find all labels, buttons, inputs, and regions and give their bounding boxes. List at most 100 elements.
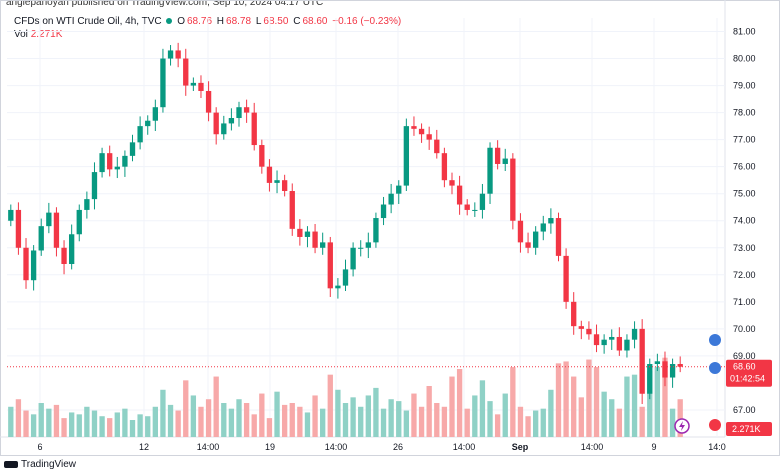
candle-body <box>669 364 676 378</box>
candle-body <box>312 231 318 248</box>
candle-body <box>213 112 219 135</box>
x-tick-label: 6 <box>37 442 42 452</box>
y-tick-label: 74.00 <box>733 216 756 226</box>
volume-bar <box>281 404 288 437</box>
candle-body <box>487 147 493 194</box>
candle-body <box>654 361 661 365</box>
volume-bar <box>449 376 455 437</box>
volume-bar <box>434 403 440 437</box>
low-value: 68.50 <box>263 16 289 27</box>
volume-bar <box>175 410 181 437</box>
us-flag-icon <box>709 362 721 374</box>
volume-bar <box>525 416 531 437</box>
candle-body <box>464 204 470 210</box>
x-tick-label: 14:00 <box>581 442 604 452</box>
candle-body <box>274 180 280 183</box>
candle-body <box>190 82 197 86</box>
volume-bar <box>373 387 379 437</box>
candle-body <box>114 166 120 170</box>
volume-bar <box>426 386 432 437</box>
candle-body <box>198 82 204 91</box>
candle-body <box>494 147 501 164</box>
volume-bar <box>8 406 14 437</box>
volume-bar <box>198 406 204 437</box>
y-tick-label: 71.00 <box>733 297 756 307</box>
candle-body <box>228 118 235 124</box>
volume-tag-label: 2.271K <box>732 424 761 434</box>
volume-bar <box>160 389 166 437</box>
volume-bar <box>487 401 493 437</box>
volume-bar <box>289 403 295 437</box>
candle-body <box>175 50 181 59</box>
candle-body <box>540 223 546 232</box>
volume-bar <box>441 406 448 437</box>
volume-value: 2.271K <box>30 29 63 40</box>
candle-body <box>15 209 22 248</box>
last-price-label: 68.60 <box>733 362 756 372</box>
candle-body <box>624 339 630 351</box>
volume-bar <box>107 418 113 437</box>
candle-body <box>335 285 341 289</box>
countdown-label: 01:42:54 <box>730 374 765 384</box>
volume-bar <box>122 408 128 437</box>
volume-bar <box>593 367 600 437</box>
y-tick-label: 67.00 <box>733 405 756 415</box>
volume-bar <box>61 418 67 437</box>
volume-bar <box>472 395 478 437</box>
candle-body <box>46 212 52 227</box>
volume-bar <box>91 410 98 437</box>
volume-bar <box>540 408 546 437</box>
volume-bar <box>53 404 60 437</box>
candle-body <box>99 153 105 173</box>
candle-body <box>631 328 638 340</box>
volume-bar <box>38 403 44 437</box>
close-value: 68.60 <box>302 16 328 27</box>
candle-body <box>426 134 432 140</box>
brand-label: TradingView <box>21 459 77 470</box>
candle-body <box>259 145 265 167</box>
x-tick-label: Sep <box>512 442 529 452</box>
candle-body <box>243 107 250 113</box>
y-tick-label: 76.00 <box>733 162 756 172</box>
tradingview-brand: TradingView <box>4 459 76 470</box>
y-tick-label: 80.00 <box>733 54 756 64</box>
candle-body <box>510 158 516 221</box>
candle-body <box>601 339 607 346</box>
volume-bar <box>639 406 645 437</box>
candle-body <box>145 120 151 127</box>
volume-bar <box>388 399 394 437</box>
candle-body <box>53 212 60 248</box>
candle-body <box>502 158 508 164</box>
volume-bar <box>190 395 197 437</box>
y-tick-label: 79.00 <box>733 81 756 91</box>
volume-tag <box>726 422 772 436</box>
tradingview-logo-icon <box>4 460 18 468</box>
volume-bar <box>647 370 653 437</box>
volume-bar <box>137 414 143 437</box>
x-tick-label: 14:00 <box>197 442 220 452</box>
candle-body <box>281 180 288 192</box>
candle-body <box>91 172 98 200</box>
volume-bar <box>494 414 501 437</box>
volume-bar <box>358 406 364 437</box>
candle-body <box>76 209 82 235</box>
volume-bar <box>350 397 356 437</box>
candle-body <box>517 220 524 243</box>
volume-bar <box>609 399 615 437</box>
candle-body <box>23 247 29 281</box>
candle-body <box>479 193 486 210</box>
candle-body <box>327 242 333 289</box>
candle-body <box>122 155 128 167</box>
volume-bar <box>517 406 524 437</box>
volume-bar <box>274 391 280 437</box>
us-flag-icon <box>709 334 721 346</box>
high-value: 68.78 <box>226 16 252 27</box>
volume-bar <box>548 389 554 437</box>
x-tick-label: 14:0 <box>708 442 726 452</box>
candle-body <box>205 90 212 113</box>
open-value: 68.76 <box>186 16 213 27</box>
volume-bar <box>205 399 212 437</box>
volume-bar <box>555 363 562 437</box>
